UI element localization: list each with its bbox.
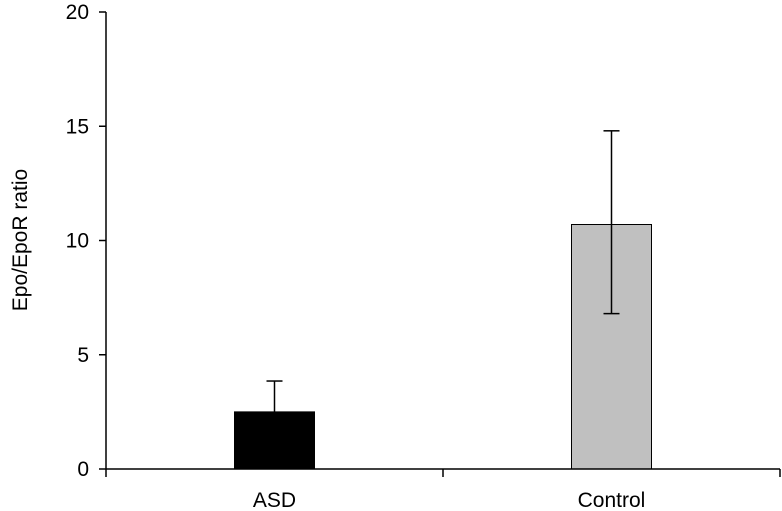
x-axis-labels: ASD Control (253, 489, 645, 511)
y-axis-title: Epo/EpoR ratio (9, 169, 32, 311)
error-bars (266, 130, 620, 412)
x-category-label: ASD (253, 489, 296, 511)
y-tick-label: 20 (66, 1, 89, 24)
y-tick-label: 10 (66, 230, 89, 253)
x-axis-ticks (105, 469, 781, 477)
bar-asd (234, 411, 315, 470)
bars (234, 224, 652, 470)
y-tick-label: 0 (77, 458, 89, 481)
x-category-label: Control (578, 489, 646, 511)
y-axis-ticks: 0 5 10 15 20 (66, 1, 106, 481)
y-tick-label: 5 (77, 344, 89, 367)
y-tick-label: 15 (66, 115, 89, 138)
